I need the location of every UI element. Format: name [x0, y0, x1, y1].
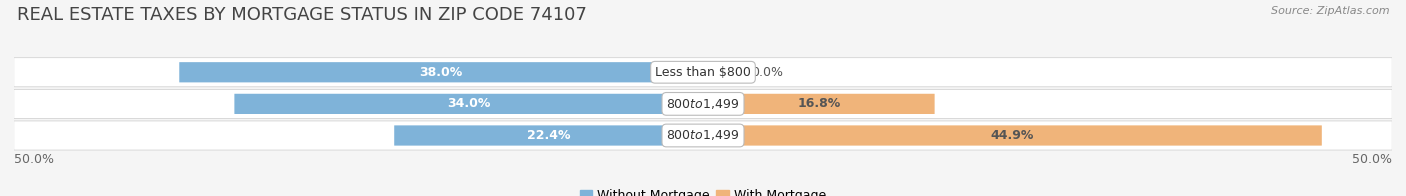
FancyBboxPatch shape	[14, 89, 1392, 118]
FancyBboxPatch shape	[703, 94, 935, 114]
FancyBboxPatch shape	[14, 58, 1392, 87]
FancyBboxPatch shape	[394, 125, 703, 146]
Text: 0.0%: 0.0%	[751, 66, 783, 79]
FancyBboxPatch shape	[14, 121, 1392, 150]
FancyBboxPatch shape	[703, 125, 1322, 146]
Text: $800 to $1,499: $800 to $1,499	[666, 97, 740, 111]
Text: 22.4%: 22.4%	[527, 129, 571, 142]
FancyBboxPatch shape	[180, 62, 703, 82]
Text: $800 to $1,499: $800 to $1,499	[666, 129, 740, 142]
Legend: Without Mortgage, With Mortgage: Without Mortgage, With Mortgage	[575, 184, 831, 196]
Text: 44.9%: 44.9%	[991, 129, 1033, 142]
FancyBboxPatch shape	[235, 94, 703, 114]
Text: Source: ZipAtlas.com: Source: ZipAtlas.com	[1271, 6, 1389, 16]
Text: Less than $800: Less than $800	[655, 66, 751, 79]
Text: REAL ESTATE TAXES BY MORTGAGE STATUS IN ZIP CODE 74107: REAL ESTATE TAXES BY MORTGAGE STATUS IN …	[17, 6, 586, 24]
Text: 34.0%: 34.0%	[447, 97, 491, 110]
Text: 50.0%: 50.0%	[1353, 152, 1392, 166]
Text: 16.8%: 16.8%	[797, 97, 841, 110]
Text: 50.0%: 50.0%	[14, 152, 53, 166]
Text: 38.0%: 38.0%	[419, 66, 463, 79]
